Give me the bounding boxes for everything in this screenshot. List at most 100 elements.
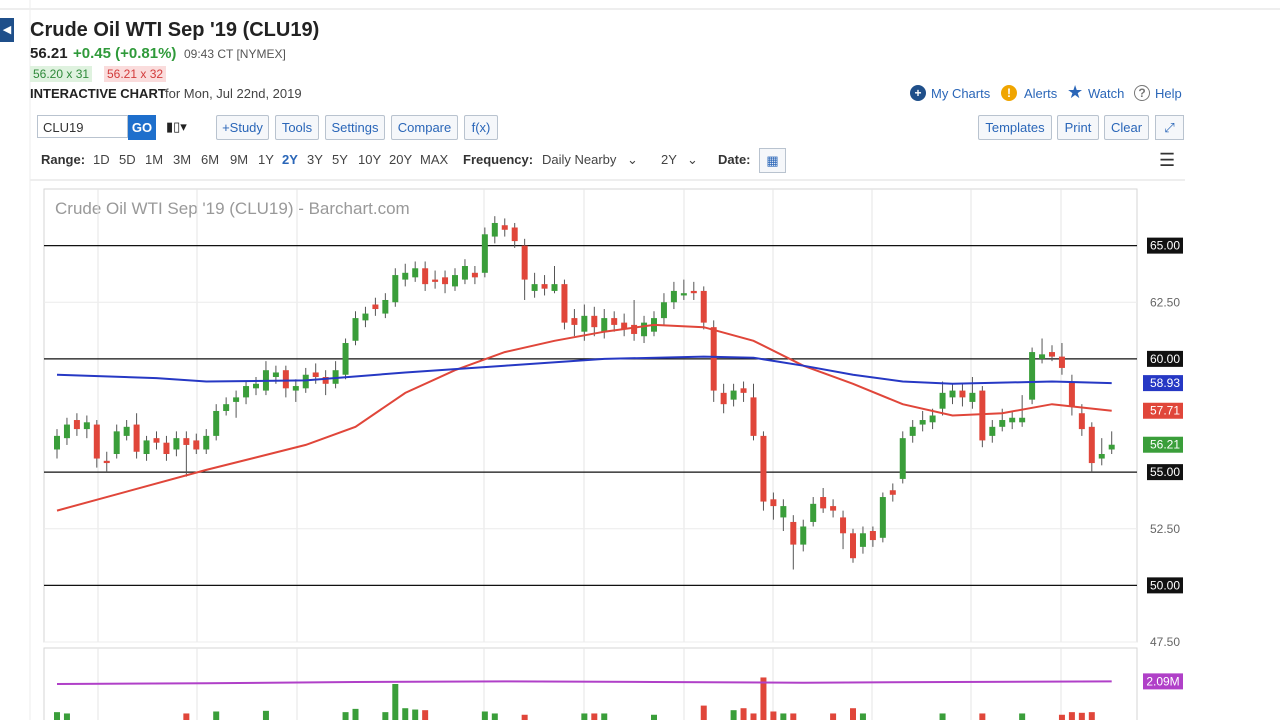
toolbar-button[interactable]: Compare bbox=[391, 115, 458, 140]
watch-icon[interactable]: ★ bbox=[1067, 82, 1084, 102]
volume-bar bbox=[581, 713, 588, 720]
volume-bar bbox=[1088, 712, 1095, 720]
toolbar-button[interactable]: Templates bbox=[978, 115, 1052, 140]
toolbar-button[interactable]: f(x) bbox=[464, 115, 498, 140]
section-label: INTERACTIVE CHART bbox=[30, 86, 166, 101]
toolbar-button[interactable]: Settings bbox=[325, 115, 385, 140]
candle-body bbox=[919, 420, 926, 425]
candle-body bbox=[621, 322, 628, 330]
candle-body bbox=[700, 290, 707, 323]
toolbar-button[interactable]: Print bbox=[1057, 115, 1099, 140]
candle-body bbox=[243, 386, 250, 398]
tick-box bbox=[1147, 464, 1183, 481]
candle-body bbox=[1078, 413, 1085, 430]
candle-body bbox=[859, 533, 866, 547]
menu-button[interactable]: ☰ bbox=[1159, 150, 1176, 170]
candle-body bbox=[840, 517, 847, 534]
candle-body bbox=[760, 435, 767, 502]
volume-bar bbox=[392, 684, 399, 720]
link[interactable]: My Charts bbox=[931, 86, 991, 101]
toolbar-button[interactable]: Clear bbox=[1104, 115, 1149, 140]
candle-body bbox=[939, 392, 946, 409]
candle-body bbox=[302, 374, 309, 389]
candle-body bbox=[670, 290, 677, 303]
y-tick-label: 55.00 bbox=[1150, 465, 1180, 479]
candle-body bbox=[1029, 352, 1036, 400]
y-tick-label: 60.00 bbox=[1150, 352, 1180, 366]
fullscreen-button[interactable]: ⤢ bbox=[1155, 115, 1184, 140]
candle-body bbox=[571, 318, 578, 325]
candle-body bbox=[869, 531, 876, 541]
candle-body bbox=[362, 313, 369, 321]
go-button[interactable]: GO bbox=[128, 115, 156, 140]
dropdown-arrow[interactable]: ⌄ bbox=[687, 152, 698, 167]
link[interactable]: Alerts bbox=[1024, 86, 1058, 101]
chart-date: for Mon, Jul 22nd, 2019 bbox=[165, 86, 302, 101]
volume-bar bbox=[830, 713, 837, 720]
candle-body bbox=[1019, 417, 1026, 423]
volume-bar bbox=[850, 708, 856, 720]
range-option[interactable]: MAX bbox=[420, 152, 449, 167]
tick-box bbox=[1147, 237, 1183, 254]
candle-body bbox=[601, 318, 608, 332]
range-option[interactable]: 9M bbox=[230, 152, 249, 167]
volume-bar bbox=[521, 714, 528, 720]
last-price: 56.21 bbox=[30, 45, 68, 62]
y-tick-label: 50.00 bbox=[1150, 578, 1180, 592]
range-option[interactable]: 10Y bbox=[358, 152, 382, 167]
candle-body bbox=[282, 370, 289, 389]
range-option[interactable]: 6M bbox=[201, 152, 220, 167]
candle-body bbox=[1108, 444, 1115, 450]
price-flag-label: 57.71 bbox=[1150, 404, 1180, 418]
range-option[interactable]: 1D bbox=[93, 152, 110, 167]
range-option[interactable]: 3Y bbox=[307, 152, 323, 167]
candle-body bbox=[541, 284, 548, 289]
candle-body bbox=[422, 268, 429, 285]
candle-body bbox=[820, 497, 827, 509]
toolbar-button[interactable]: +Study bbox=[216, 115, 269, 140]
calendar-button[interactable]: ▦ bbox=[759, 148, 786, 173]
candle-body bbox=[521, 245, 528, 280]
alerts-icon[interactable]: ! bbox=[1001, 85, 1017, 101]
range-option[interactable]: 5Y bbox=[332, 152, 348, 167]
frequency-label: Frequency: bbox=[463, 152, 534, 167]
range-option[interactable]: 1Y bbox=[258, 152, 274, 167]
candle-body bbox=[989, 426, 996, 436]
candle-body bbox=[949, 390, 956, 398]
link[interactable]: Watch bbox=[1088, 86, 1125, 101]
period-select[interactable]: 2Y bbox=[661, 152, 677, 167]
toolbar-button[interactable]: Tools bbox=[275, 115, 319, 140]
symbol-input[interactable]: CLU19 bbox=[37, 115, 128, 138]
back-button[interactable]: ◀ bbox=[0, 18, 14, 42]
range-option[interactable]: 1M bbox=[145, 152, 164, 167]
range-option[interactable]: 2Y bbox=[282, 152, 298, 167]
candle-body bbox=[730, 390, 737, 400]
volume-bar bbox=[213, 711, 220, 720]
candle-body bbox=[909, 426, 916, 436]
candle-body bbox=[153, 438, 160, 443]
price-flag bbox=[1143, 436, 1183, 453]
candle-body bbox=[481, 234, 488, 273]
help-icon[interactable]: ? bbox=[1134, 85, 1150, 101]
chart-type-button[interactable]: ▮▯▾ bbox=[166, 119, 187, 134]
link[interactable]: Help bbox=[1155, 86, 1182, 101]
mycharts-icon[interactable]: + bbox=[910, 85, 926, 101]
candle-body bbox=[442, 277, 449, 285]
dropdown-arrow[interactable]: ⌄ bbox=[627, 152, 638, 167]
price-change: +0.45 (+0.81%) bbox=[73, 45, 177, 62]
frequency-select[interactable]: Daily Nearby bbox=[542, 152, 617, 167]
candle-body bbox=[83, 422, 90, 430]
chart-watermark: Crude Oil WTI Sep '19 (CLU19) - Barchart… bbox=[55, 199, 410, 218]
volume-bar bbox=[422, 710, 429, 720]
volume-bar bbox=[1078, 712, 1085, 720]
range-option[interactable]: 5D bbox=[119, 152, 136, 167]
range-option[interactable]: 20Y bbox=[389, 152, 413, 167]
volume-bar bbox=[491, 713, 498, 720]
candle-body bbox=[1058, 356, 1065, 368]
range-option[interactable]: 3M bbox=[173, 152, 192, 167]
candle-body bbox=[332, 370, 339, 384]
candle-body bbox=[899, 438, 906, 479]
volume-bar bbox=[750, 713, 757, 720]
candle-body bbox=[103, 460, 110, 464]
